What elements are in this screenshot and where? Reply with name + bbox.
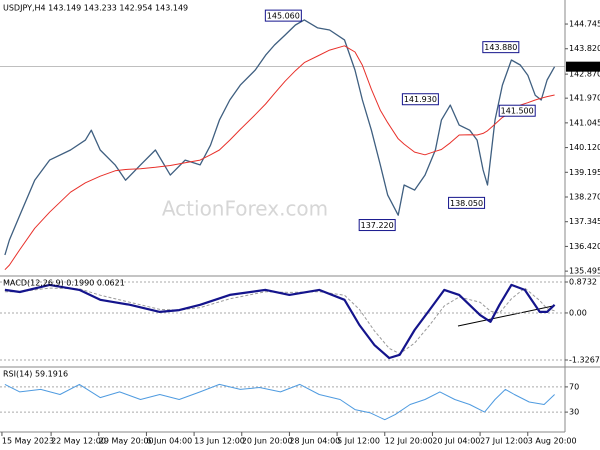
annotation-box <box>401 93 439 106</box>
last-price-box <box>566 61 600 72</box>
x-tick-label: 6 Jun 04:00 <box>146 437 192 446</box>
y-tick-label: 0.00 <box>569 308 587 317</box>
x-tick-label: 15 May 2023 <box>2 437 54 446</box>
y-tick-label: 142.870 <box>569 70 600 79</box>
y-tick-label: 0.8732 <box>569 277 597 286</box>
last-price-label: 143.149 <box>569 62 600 71</box>
x-tick-label: 13 Jun 12:00 <box>194 437 245 446</box>
panel-title: MACD(12,26,9) 0.1990 0.0621 <box>3 279 125 288</box>
x-tick-label: 27 Jul 12:00 <box>480 437 528 446</box>
y-tick-label: 144.745 <box>569 20 600 29</box>
annotation-box <box>358 219 396 232</box>
annotation-box <box>482 41 520 54</box>
y-tick-label: 136.420 <box>569 242 600 251</box>
x-tick-label: 20 Jul 04:00 <box>432 437 480 446</box>
x-tick-label: 20 Jun 20:00 <box>242 437 293 446</box>
x-tick-label: 28 Jun 04:00 <box>289 437 340 446</box>
y-tick-label: 135.495 <box>569 267 600 276</box>
y-tick-label: 139.195 <box>569 168 600 177</box>
y-tick-label: 137.345 <box>569 217 600 226</box>
panel-title: RSI(14) 59.1916 <box>3 370 68 379</box>
y-tick-label: 141.970 <box>569 94 600 103</box>
y-tick-label: 30 <box>569 408 579 417</box>
annotation-box <box>264 9 302 22</box>
y-tick-label: 140.120 <box>569 143 600 152</box>
annotation-label: 137.220 <box>361 221 394 230</box>
panel-title: USDJPY,H4 143.149 143.233 142.954 143.14… <box>3 4 188 13</box>
annotation-label: 138.050 <box>450 199 483 208</box>
series-line <box>4 45 555 271</box>
series-line <box>4 19 556 256</box>
annotation-box <box>448 196 486 209</box>
series-line <box>4 283 556 360</box>
x-tick-label: 22 May 12:00 <box>51 437 106 446</box>
annotation-box <box>498 104 536 117</box>
annotation-label: 145.060 <box>267 12 300 21</box>
series-line <box>4 383 555 421</box>
watermark: ActionForex.com <box>162 197 328 221</box>
y-tick-label: 141.045 <box>569 118 600 127</box>
annotation-label: 143.880 <box>484 43 517 52</box>
x-tick-label: 29 May 20:00 <box>99 437 154 446</box>
annotation-label: 141.930 <box>404 95 437 104</box>
y-tick-label: 70 <box>569 382 579 391</box>
series-line <box>4 287 555 355</box>
y-tick-label: -1.3267 <box>569 355 600 364</box>
annotation-label: 141.500 <box>501 107 534 116</box>
x-tick-label: 5 Jul 12:00 <box>337 437 380 446</box>
x-tick-label: 12 Jul 20:00 <box>385 437 433 446</box>
x-tick-label: 3 Aug 20:00 <box>528 437 577 446</box>
y-tick-label: 138.270 <box>569 193 600 202</box>
y-tick-label: 143.820 <box>569 44 600 53</box>
